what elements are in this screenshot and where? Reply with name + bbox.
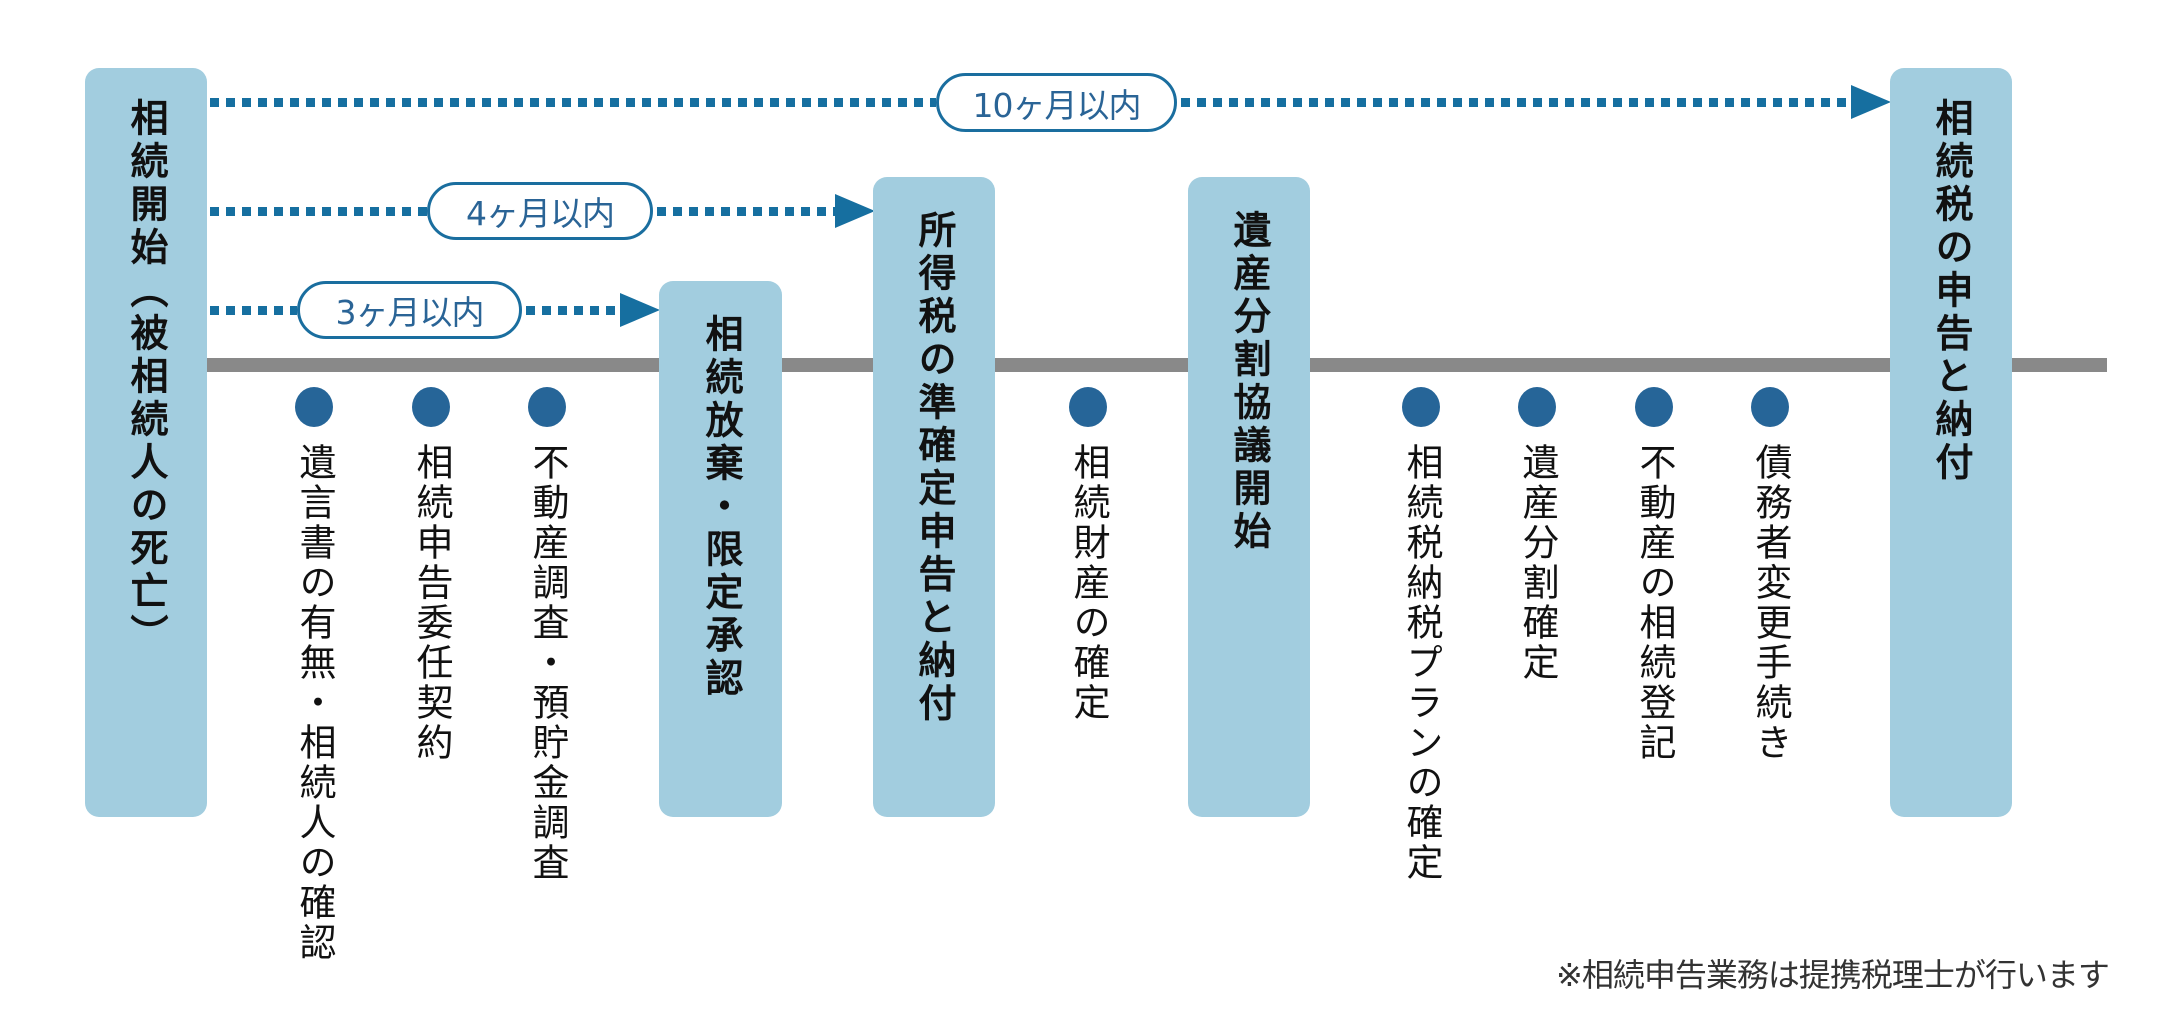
deadline-4m-line-left — [210, 207, 427, 216]
stage-label: 相続税の申告と納付 — [1929, 98, 1973, 485]
deadline-3m-label: 3ヶ月以内 — [335, 293, 485, 332]
task-dot — [1069, 387, 1107, 427]
arrow-head-icon — [835, 194, 875, 228]
stage-label: 遺産分割協議開始 — [1227, 210, 1271, 554]
task-label: 債務者変更手続き — [1749, 443, 1792, 763]
task-label: 遺言書の有無・相続人の確認 — [293, 443, 336, 963]
deadline-3m-pill: 3ヶ月以内 — [297, 281, 522, 339]
deadline-10m-line-right — [1181, 98, 1853, 107]
deadline-4m-label: 4ヶ月以内 — [466, 194, 615, 233]
arrow-head-icon — [1851, 85, 1891, 119]
timeline-bar — [207, 358, 2107, 372]
task-label: 相続財産の確定 — [1067, 443, 1110, 723]
stage-label: 相続開始（被相続人の死亡） — [124, 98, 168, 657]
stage-inheritance-start: 相続開始（被相続人の死亡） — [85, 68, 207, 817]
task-dot — [1635, 387, 1673, 427]
footnote: ※相続申告業務は提携税理士が行います — [1556, 956, 2110, 994]
deadline-4m-line-right — [657, 207, 837, 216]
task-dot — [1751, 387, 1789, 427]
task-dot — [1518, 387, 1556, 427]
deadline-10m-line-left — [210, 98, 936, 107]
task-label: 遺産分割確定 — [1516, 443, 1559, 683]
task-dot — [1402, 387, 1440, 427]
task-label: 不動産調査・預貯金調査 — [526, 443, 569, 883]
task-label: 相続税納税プランの確定 — [1400, 443, 1443, 883]
stage-renunciation: 相続放棄・限定承認 — [659, 281, 782, 817]
stage-label: 所得税の準確定申告と納付 — [912, 210, 956, 726]
arrow-head-icon — [620, 293, 660, 327]
task-label: 相続申告委任契約 — [410, 443, 453, 763]
stage-label: 相続放棄・限定承認 — [699, 314, 743, 701]
stage-estate-division-start: 遺産分割協議開始 — [1188, 177, 1310, 817]
task-label: 不動産の相続登記 — [1633, 443, 1676, 763]
deadline-10m-label: 10ヶ月以内 — [972, 85, 1142, 125]
task-dot — [528, 387, 566, 427]
deadline-3m-line-right — [526, 306, 622, 315]
deadline-3m-line-left — [210, 306, 297, 315]
stage-inheritance-tax-filing: 相続税の申告と納付 — [1890, 68, 2012, 817]
deadline-4m-pill: 4ヶ月以内 — [427, 182, 653, 240]
deadline-10m-pill: 10ヶ月以内 — [936, 73, 1177, 132]
task-dot — [412, 387, 450, 427]
stage-income-tax-filing: 所得税の準確定申告と納付 — [873, 177, 995, 817]
task-dot — [295, 387, 333, 427]
